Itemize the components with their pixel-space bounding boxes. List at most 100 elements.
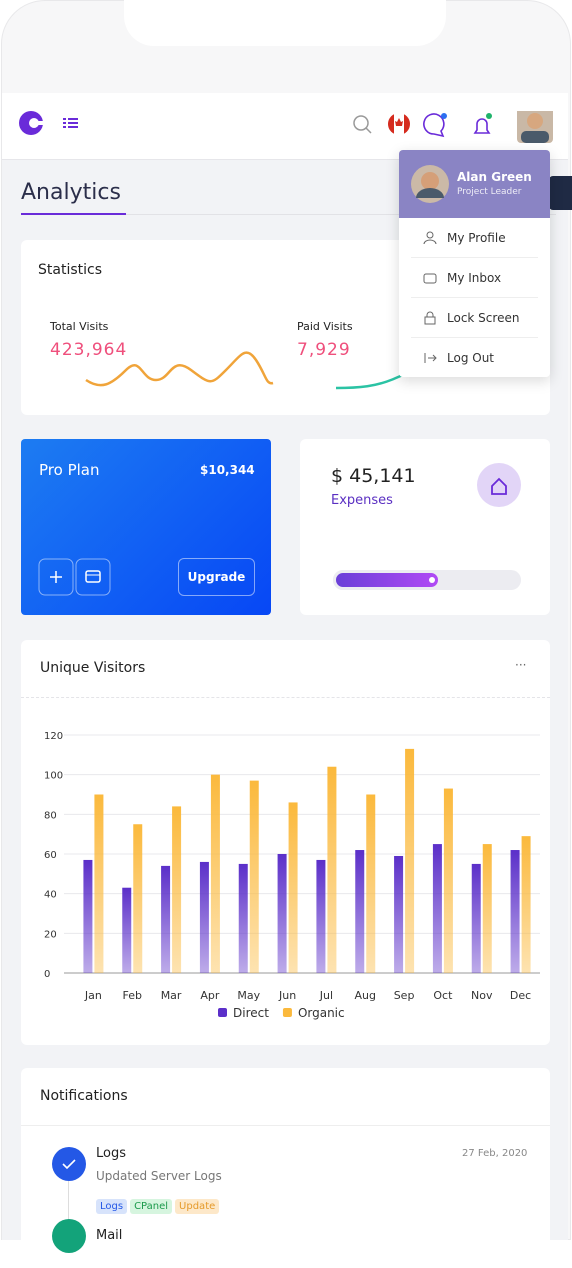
plan-amount: $10,344	[200, 463, 255, 477]
progress-fill	[333, 570, 441, 590]
legend-swatch	[218, 1008, 227, 1017]
progress-dot	[429, 577, 435, 583]
expenses-amount: $ 45,141	[331, 465, 416, 487]
x-tick-label: Jun	[278, 989, 296, 1002]
title-underline	[21, 213, 126, 215]
bar	[443, 788, 453, 973]
bar	[405, 748, 415, 973]
x-tick-label: Dec	[510, 989, 531, 1002]
x-tick-label: Nov	[471, 989, 493, 1002]
menu-item[interactable]: Lock Screen	[411, 298, 538, 338]
x-tick-label: Jan	[84, 989, 102, 1002]
bar	[482, 844, 492, 973]
settings-tab[interactable]	[549, 176, 572, 210]
x-tick-label: Oct	[433, 989, 453, 1002]
mail-icon	[52, 1219, 86, 1253]
card-title: Notifications	[40, 1088, 128, 1104]
bar	[366, 794, 376, 973]
notification-title: Logs	[96, 1146, 126, 1161]
timeline	[68, 1168, 69, 1238]
bar	[316, 859, 326, 973]
menu-label: My Inbox	[447, 270, 502, 285]
notification-title: Mail	[96, 1228, 123, 1243]
stat-value: 423,964	[50, 340, 128, 360]
x-tick-label: Mar	[161, 989, 182, 1002]
page-title: Analytics	[21, 180, 121, 205]
stat-label: Paid Visits	[297, 320, 353, 333]
legend-swatch	[282, 1008, 292, 1017]
visitors-card: Unique Visitors ···	[21, 640, 550, 1045]
x-tick-label: Sep	[394, 989, 415, 1002]
title-rule	[126, 214, 556, 215]
card-divider	[21, 697, 550, 698]
menu-label: My Profile	[447, 230, 506, 245]
top-bar	[2, 93, 568, 160]
check-icon	[52, 1147, 86, 1181]
notification-date: 27 Feb, 2020	[462, 1148, 528, 1159]
y-tick-label: 0	[44, 969, 50, 980]
menu-label: Log Out	[447, 351, 495, 365]
user-role: Project Leader	[457, 187, 522, 197]
bar	[238, 863, 248, 973]
home-icon	[477, 463, 521, 507]
legend-label: Direct	[233, 1006, 269, 1020]
bar	[94, 794, 104, 973]
card-divider	[21, 1125, 550, 1126]
y-tick-label: 100	[44, 771, 63, 782]
card-title: Statistics	[38, 262, 102, 278]
y-tick-label: 40	[44, 890, 57, 901]
y-tick-label: 60	[44, 850, 57, 861]
bar	[355, 850, 365, 973]
x-tick-label: May	[237, 989, 260, 1002]
x-tick-label: Jul	[319, 989, 333, 1002]
bar	[471, 863, 481, 973]
y-tick-label: 20	[44, 929, 57, 940]
logo[interactable]	[16, 109, 86, 141]
bar	[172, 806, 182, 973]
card-title: Pro Plan	[39, 461, 100, 479]
bar	[83, 859, 93, 973]
bar	[133, 824, 143, 973]
upgrade-button[interactable]: Upgrade	[178, 558, 255, 596]
tag: CPanel	[130, 1199, 173, 1214]
menu-label: Lock Screen	[447, 310, 520, 325]
notifications-card: Notifications Logs 27 Feb, 2020 Updated …	[21, 1068, 550, 1268]
bar-chart: 0 20 40 60 80 100 120 Jan Feb Mar Apr May Jun Jul Aug S…	[44, 731, 540, 1020]
bar	[510, 850, 520, 973]
legend-label: Organic	[298, 1006, 345, 1020]
x-tick-label: Feb	[123, 989, 142, 1002]
tag: Update	[175, 1199, 220, 1214]
pro-plan-card: Pro Plan $10,344 Upgrade	[21, 439, 271, 615]
bar	[199, 861, 209, 973]
notch	[124, 0, 446, 46]
plan-actions[interactable]	[38, 558, 113, 596]
tag-list: Logs CPanel Update	[96, 1194, 222, 1214]
stat-label: Total Visits	[50, 320, 109, 333]
more-menu[interactable]: ···	[515, 658, 527, 672]
sparkline	[85, 351, 274, 387]
y-tick-label: 120	[44, 731, 63, 742]
bar	[277, 854, 287, 973]
bar	[327, 766, 337, 973]
header-icons[interactable]	[347, 111, 557, 145]
menu-item[interactable]: My Inbox	[411, 258, 538, 298]
stat-value: 7,929	[297, 340, 351, 360]
bar	[122, 887, 132, 973]
expenses-label: Expenses	[331, 493, 393, 508]
user-name: Alan Green	[457, 170, 532, 184]
notification-text: Updated Server Logs	[96, 1169, 222, 1183]
dropdown-header: Alan Green Project Leader	[399, 150, 550, 218]
bar	[394, 855, 404, 973]
bar	[521, 836, 531, 973]
x-tick-label: Apr	[200, 989, 220, 1002]
menu-item[interactable]: Log Out	[411, 338, 538, 377]
user-dropdown: Alan Green Project Leader My Profile My …	[399, 150, 550, 377]
bar	[432, 844, 442, 973]
bar	[210, 774, 220, 973]
y-tick-label: 80	[44, 810, 57, 821]
menu-item[interactable]: My Profile	[411, 218, 538, 258]
tag: Logs	[96, 1199, 128, 1214]
expenses-card: $ 45,141 Expenses	[300, 439, 550, 615]
bar	[161, 865, 171, 973]
